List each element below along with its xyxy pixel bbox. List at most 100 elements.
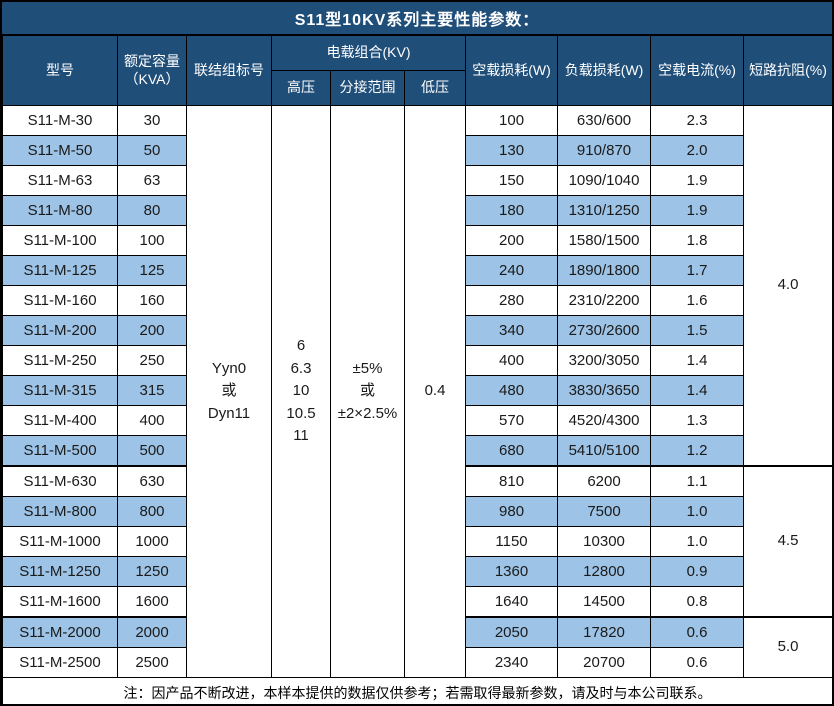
model-cell: S11-M-30: [2, 105, 118, 136]
load-loss-cell: 2730/2600: [557, 315, 652, 346]
no-load-loss-cell: 240: [465, 255, 559, 286]
model-cell: S11-M-400: [2, 405, 118, 436]
capacity-cell: 1000: [117, 526, 187, 557]
no-load-loss-cell: 280: [465, 285, 559, 316]
model-cell: S11-M-250: [2, 345, 118, 376]
capacity-cell: 80: [117, 195, 187, 226]
load-loss-cell: 1090/1040: [557, 165, 652, 196]
note-row: 注：因产品不断改进，本样本提供的数据仅供参考；若需取得最新参数，请及时与本公司联…: [2, 677, 832, 704]
no-load-current-cell: 1.2: [650, 435, 745, 467]
load-loss-cell: 10300: [557, 526, 652, 557]
table-body: S11-M-30 30 Yyn0 或 Dyn11 6 6.3 10 10.5 11 ±5…: [2, 105, 833, 678]
capacity-cell: 125: [117, 255, 187, 286]
impedance-merged-cell: 4.0: [743, 105, 832, 467]
table-row: S11-M-315 315 480 3830/3650 1.4: [2, 375, 833, 406]
load-loss-cell: 1580/1500: [557, 225, 652, 256]
no-load-current-cell: 2.3: [650, 105, 745, 136]
no-load-loss-cell: 810: [465, 465, 559, 497]
capacity-cell: 160: [117, 285, 187, 316]
load-loss-cell: 2310/2200: [557, 285, 652, 316]
no-load-loss-cell: 100: [465, 105, 559, 136]
no-load-current-cell: 1.0: [650, 496, 745, 527]
tap-merged-cell: ±5% 或 ±2×2.5%: [330, 105, 405, 678]
model-cell: S11-M-315: [2, 375, 118, 406]
no-load-loss-cell: 2340: [465, 647, 559, 678]
load-loss-cell: 4520/4300: [557, 405, 652, 436]
model-cell: S11-M-160: [2, 285, 118, 316]
no-load-loss-cell: 2050: [465, 616, 559, 648]
no-load-current-cell: 1.4: [650, 375, 745, 406]
no-load-loss-cell: 150: [465, 165, 559, 196]
model-cell: S11-M-1000: [2, 526, 118, 557]
no-load-current-cell: 1.3: [650, 405, 745, 436]
connection-merged-cell: Yyn0 或 Dyn11: [186, 105, 272, 678]
model-cell: S11-M-1250: [2, 556, 118, 587]
no-load-loss-cell: 570: [465, 405, 559, 436]
no-load-current-cell: 1.1: [650, 465, 745, 497]
load-loss-cell: 910/870: [557, 135, 652, 166]
no-load-loss-cell: 480: [465, 375, 559, 406]
col-header-no-load-loss: 空载损耗(W): [465, 35, 559, 106]
no-load-current-cell: 0.9: [650, 556, 745, 587]
capacity-cell: 200: [117, 315, 187, 346]
page-title: S11型10KV系列主要性能参数：: [2, 2, 832, 35]
table-row: S11-M-1000 1000 1150 10300 1.0: [2, 526, 833, 557]
load-loss-cell: 12800: [557, 556, 652, 587]
table-header: 型号 额定容量 （KVA） 联结组标号 电载组合(KV) 空载损耗(W) 负载损…: [2, 35, 832, 106]
load-loss-cell: 17820: [557, 616, 652, 648]
no-load-current-cell: 1.0: [650, 526, 745, 557]
table-row: S11-M-1250 1250 1360 12800 0.9: [2, 556, 833, 587]
no-load-loss-cell: 1360: [465, 556, 559, 587]
no-load-loss-cell: 680: [465, 435, 559, 467]
no-load-current-cell: 0.6: [650, 647, 745, 678]
no-load-current-cell: 1.9: [650, 165, 745, 196]
spec-table: 型号 额定容量 （KVA） 联结组标号 电载组合(KV) 空载损耗(W) 负载损…: [2, 35, 833, 704]
col-header-load-loss: 负载损耗(W): [557, 35, 652, 106]
table-footer: 注：因产品不断改进，本样本提供的数据仅供参考；若需取得最新参数，请及时与本公司联…: [2, 677, 832, 704]
capacity-cell: 800: [117, 496, 187, 527]
capacity-cell: 500: [117, 435, 187, 467]
table-row: S11-M-400 400 570 4520/4300 1.3: [2, 405, 833, 436]
model-cell: S11-M-50: [2, 135, 118, 166]
no-load-loss-cell: 1640: [465, 586, 559, 618]
table-row: S11-M-100 100 200 1580/1500 1.8: [2, 225, 833, 256]
no-load-loss-cell: 980: [465, 496, 559, 527]
load-loss-cell: 20700: [557, 647, 652, 678]
table-row: S11-M-800 800 980 7500 1.0: [2, 496, 833, 527]
model-cell: S11-M-630: [2, 465, 118, 497]
col-header-connection: 联结组标号: [186, 35, 272, 106]
no-load-current-cell: 1.8: [650, 225, 745, 256]
capacity-cell: 1250: [117, 556, 187, 587]
no-load-current-cell: 1.6: [650, 285, 745, 316]
col-header-impedance: 短路抗阻(%): [743, 35, 832, 106]
impedance-merged-cell: 5.0: [743, 616, 832, 678]
model-cell: S11-M-63: [2, 165, 118, 196]
col-header-capacity: 额定容量 （KVA）: [117, 35, 187, 106]
no-load-loss-cell: 200: [465, 225, 559, 256]
hv-merged-cell: 6 6.3 10 10.5 11: [271, 105, 331, 678]
no-load-loss-cell: 400: [465, 345, 559, 376]
model-cell: S11-M-100: [2, 225, 118, 256]
col-header-voltage-group: 电载组合(KV): [270, 35, 467, 71]
model-cell: S11-M-125: [2, 255, 118, 286]
lv-merged-cell: 0.4: [403, 105, 467, 678]
col-header-model: 型号: [2, 35, 118, 106]
load-loss-cell: 14500: [557, 586, 652, 618]
table-row: S11-M-500 500 680 5410/5100 1.2: [2, 435, 833, 467]
no-load-loss-cell: 130: [465, 135, 559, 166]
header-row-top: 型号 额定容量 （KVA） 联结组标号 电载组合(KV) 空载损耗(W) 负载损…: [2, 35, 832, 106]
table-row: S11-M-2500 2500 2340 20700 0.6: [2, 647, 833, 678]
table-row: S11-M-2000 2000 2050 17820 0.6 5.0: [2, 616, 832, 678]
model-cell: S11-M-80: [2, 195, 118, 226]
capacity-cell: 2500: [117, 647, 187, 678]
capacity-cell: 315: [117, 375, 187, 406]
model-cell: S11-M-200: [2, 315, 118, 346]
capacity-cell: 2000: [117, 616, 187, 648]
table-row: S11-M-160 160 280 2310/2200 1.6: [2, 285, 833, 316]
no-load-current-cell: 2.0: [650, 135, 745, 166]
capacity-cell: 63: [117, 165, 187, 196]
table-row: S11-M-80 80 180 1310/1250 1.9: [2, 195, 833, 226]
note-text: 注：因产品不断改进，本样本提供的数据仅供参考；若需取得最新参数，请及时与本公司联…: [2, 677, 832, 704]
no-load-current-cell: 0.6: [650, 616, 745, 648]
capacity-cell: 50: [117, 135, 187, 166]
